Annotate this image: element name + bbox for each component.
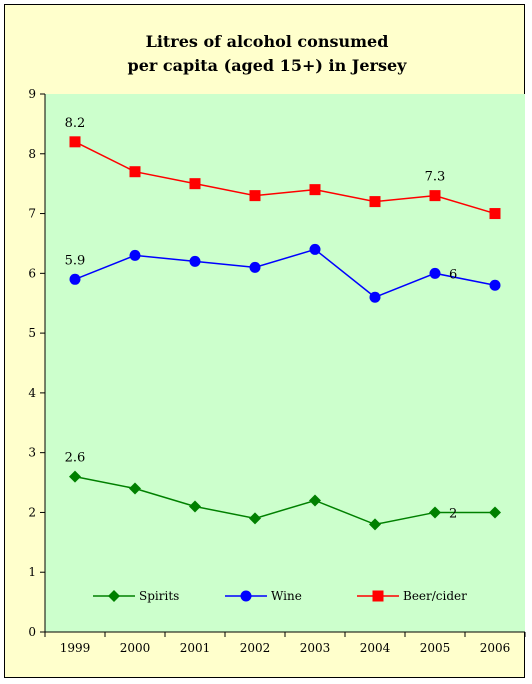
x-tick-label: 2005: [420, 641, 451, 655]
data-point-beer-cider: [129, 166, 141, 178]
data-point-spirits: [249, 512, 261, 525]
data-point-spirits: [129, 482, 141, 495]
x-tick-label: 2003: [300, 641, 331, 655]
y-tick-label: 9: [28, 87, 36, 101]
legend-label-wine: Wine: [271, 589, 302, 603]
data-point-wine: [309, 243, 321, 255]
data-label-spirits: 2.6: [65, 451, 86, 466]
series-layer: 2.625.968.27.3: [65, 116, 501, 531]
x-tick-label: 2000: [120, 641, 151, 655]
data-point-wine: [249, 261, 261, 273]
legend-label-spirits: Spirits: [139, 589, 179, 603]
data-point-beer-cider: [369, 196, 381, 208]
axes: 0 1 2 3 4 5 6 7 8 9 1999 2000 2001 2002 2003 2004 2005 20…: [28, 87, 526, 655]
chart-title-line-2: per capita (aged 15+) in Jersey: [128, 56, 408, 75]
series-beer-cider: 8.2 7.3: [65, 116, 501, 220]
y-tick-label: 1: [28, 565, 36, 579]
y-tick-label: 0: [28, 625, 36, 639]
data-point-beer-cider: [489, 208, 501, 220]
data-point-wine: [129, 249, 141, 261]
legend-marker-beer-cider: [372, 590, 384, 602]
data-label-beer-cider: 7.3: [425, 170, 446, 185]
data-point-wine: [69, 273, 81, 285]
series-spirits: 2.62: [65, 451, 501, 531]
y-tick-label: 5: [28, 326, 36, 340]
series-line-wine: [74, 248, 496, 299]
chart-frame: Litres of alcohol consumed per capita (a…: [4, 4, 526, 678]
data-point-wine: [369, 291, 381, 303]
y-tick-label: 6: [28, 266, 36, 280]
x-tick-label: 2002: [240, 641, 271, 655]
data-label-wine: 5.9: [65, 253, 86, 268]
data-point-wine: [489, 279, 501, 291]
y-tick-label: 2: [28, 505, 36, 519]
data-point-spirits: [189, 500, 201, 513]
data-label-spirits: 2: [449, 506, 457, 521]
data-point-wine: [429, 267, 441, 279]
data-point-beer-cider: [309, 184, 321, 196]
x-tick-label: 2004: [360, 641, 391, 655]
data-point-wine: [189, 255, 201, 267]
y-tick-label: 7: [28, 207, 36, 221]
series-line-beer-cider: [74, 141, 496, 215]
y-tick-label: 4: [28, 386, 36, 400]
data-label-wine: 6: [449, 267, 457, 282]
legend-item-beer-cider: Beer/cider: [357, 589, 467, 603]
x-tick-label: 2001: [180, 641, 211, 655]
data-point-beer-cider: [189, 178, 201, 190]
x-tick-label: 1999: [60, 641, 91, 655]
chart-title-line-1: Litres of alcohol consumed: [146, 32, 389, 51]
y-tick-label: 3: [28, 446, 36, 460]
legend-label-beer-cider: Beer/cider: [403, 589, 467, 603]
legend-item-wine: Wine: [225, 589, 302, 603]
series-wine: 5.96: [65, 243, 501, 303]
legend-marker-spirits: [108, 590, 120, 602]
data-point-beer-cider: [69, 136, 81, 148]
legend-item-spirits: Spirits: [93, 589, 179, 603]
plot-area: [45, 94, 525, 632]
x-tick-label: 2006: [480, 641, 511, 655]
data-point-beer-cider: [249, 190, 261, 202]
data-point-spirits: [69, 470, 81, 483]
legend-marker-wine: [240, 590, 252, 602]
data-point-spirits: [429, 506, 441, 519]
data-point-spirits: [369, 518, 381, 531]
y-tick-label: 8: [28, 147, 36, 161]
data-label-beer-cider: 8.2: [65, 116, 86, 131]
data-point-spirits: [309, 494, 321, 507]
legend: Spirits Wine Beer/cider: [93, 589, 467, 603]
chart-svg: Litres of alcohol consumed per capita (a…: [28, 32, 526, 655]
data-point-spirits: [489, 506, 501, 519]
series-line-spirits: [74, 475, 495, 526]
data-point-beer-cider: [429, 190, 441, 202]
